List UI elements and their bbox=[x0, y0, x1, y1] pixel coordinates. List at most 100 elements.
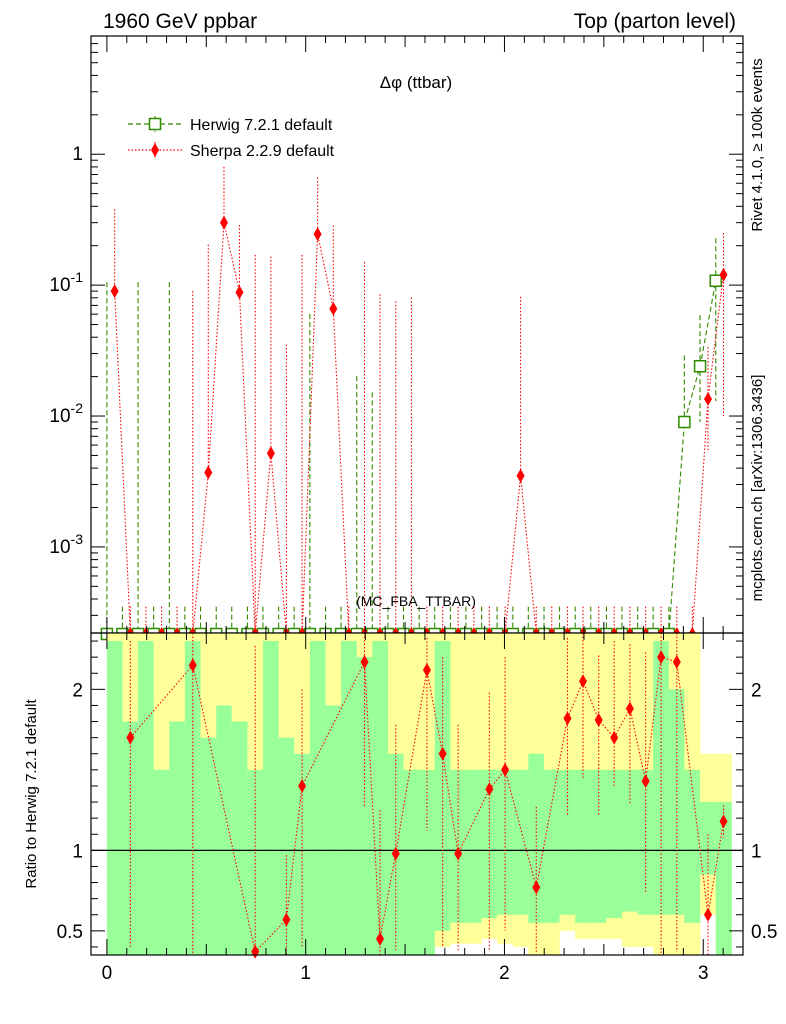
ratio-y-tick-label-right: 2 bbox=[751, 680, 762, 701]
ratio-band-green bbox=[278, 737, 295, 955]
ratio-band-green bbox=[512, 769, 529, 915]
legend-sherpa-label: Sherpa 2.2.9 default bbox=[190, 143, 335, 160]
main-y-tick-label: 10-3 bbox=[49, 531, 83, 558]
ratio-band-green bbox=[309, 641, 326, 955]
ratio-band-green bbox=[216, 705, 233, 955]
main-title: Δφ (ttbar) bbox=[380, 73, 452, 92]
ratio-axis-ticks: 0.5 0.5 1 1 2 2 0 1 2 3 bbox=[57, 633, 777, 984]
main-panel: 110-110-210-3 Δφ (ttbar) (MC_FBA_TTBAR) … bbox=[49, 35, 744, 641]
sherpa-ratio-point bbox=[126, 730, 135, 745]
sherpa-ratio-point bbox=[454, 846, 463, 861]
ratio-band-green bbox=[138, 641, 154, 955]
main-series-layer bbox=[100, 166, 728, 641]
sherpa-ratio-point bbox=[360, 654, 369, 669]
ratio-band-green bbox=[544, 769, 560, 923]
ratio-band-green bbox=[559, 769, 576, 915]
sherpa-ratio-point bbox=[282, 912, 291, 927]
header-right: Top (parton level) bbox=[574, 10, 736, 33]
ratio-band-green bbox=[403, 769, 420, 955]
ratio-band-green bbox=[497, 769, 514, 915]
main-y-tick-label: 1 bbox=[72, 144, 83, 165]
ratio-y-tick-label-left: 2 bbox=[72, 680, 83, 701]
sherpa-ratio-point bbox=[376, 931, 385, 946]
ratio-band-green bbox=[247, 769, 264, 955]
ratio-series-layer bbox=[126, 633, 728, 959]
ratio-band-green bbox=[106, 641, 123, 955]
sherpa-ratio-point bbox=[594, 712, 603, 727]
sherpa-point bbox=[313, 227, 322, 242]
ratio-band-green bbox=[590, 769, 607, 923]
ratio-band-green bbox=[450, 769, 467, 923]
herwig-point bbox=[678, 415, 691, 429]
sherpa-ratio-point bbox=[578, 674, 587, 689]
sherpa-point bbox=[235, 285, 244, 300]
sherpa-ratio-point bbox=[532, 880, 541, 895]
ratio-band-green bbox=[231, 721, 248, 955]
herwig-point bbox=[693, 359, 707, 373]
legend-sherpa: Sherpa 2.2.9 default bbox=[128, 142, 335, 160]
x-tick-label: 3 bbox=[698, 963, 709, 984]
ratio-band-green bbox=[341, 641, 358, 955]
main-y-tick-label: 10-2 bbox=[49, 400, 83, 427]
sherpa-ratio-point bbox=[610, 730, 619, 745]
sherpa-ratio-point bbox=[485, 782, 494, 797]
herwig-point bbox=[709, 274, 723, 287]
sherpa-ratio-point bbox=[563, 711, 572, 726]
ratio-band-green bbox=[684, 769, 701, 923]
sherpa-ratio-point bbox=[657, 650, 666, 665]
ratio-band-green bbox=[528, 753, 545, 923]
watermark: (MC_FBA_TTBAR) bbox=[356, 593, 476, 609]
ratio-band-green bbox=[200, 737, 217, 955]
sherpa-point bbox=[110, 284, 119, 299]
sherpa-point bbox=[704, 391, 713, 406]
sherpa-point bbox=[219, 215, 228, 230]
rivet-label: Rivet 4.1.0, ≥ 100k events bbox=[749, 58, 766, 231]
x-tick-label: 2 bbox=[499, 963, 510, 984]
legend-herwig-label: Herwig 7.2.1 default bbox=[190, 117, 333, 134]
sherpa-point bbox=[204, 465, 213, 480]
header-left: 1960 GeV ppbar bbox=[103, 10, 257, 33]
x-tick-label: 0 bbox=[102, 963, 113, 984]
sherpa-ratio-point bbox=[625, 701, 634, 716]
ratio-band-green bbox=[575, 769, 592, 923]
main-y-tick-label: 10-1 bbox=[49, 269, 83, 296]
ratio-y-tick-label-left: 0.5 bbox=[57, 922, 83, 943]
ratio-bands-layer bbox=[106, 633, 732, 955]
ratio-band-green bbox=[169, 721, 186, 955]
legend-herwig: Herwig 7.2.1 default bbox=[128, 116, 333, 134]
ratio-y-tick-label-right: 1 bbox=[751, 841, 762, 862]
ratio-band-green bbox=[715, 802, 732, 955]
ratio-band-green bbox=[325, 705, 342, 955]
sherpa-series-line bbox=[114, 222, 725, 635]
ratio-band-green bbox=[621, 769, 638, 912]
legend: Herwig 7.2.1 default Sherpa 2.2.9 defaul… bbox=[128, 116, 335, 160]
ratio-band-green bbox=[262, 641, 279, 955]
ratio-band-green bbox=[465, 769, 482, 923]
mcplots-label: mcplots.cern.ch [arXiv:1306.3436] bbox=[749, 375, 766, 602]
ratio-band-green bbox=[419, 769, 435, 955]
sherpa-point bbox=[266, 446, 275, 461]
sherpa-ratio-point bbox=[422, 663, 431, 678]
sherpa-ratio-point bbox=[501, 762, 510, 777]
ratio-frame bbox=[90, 632, 744, 956]
sherpa-ratio-point bbox=[298, 778, 307, 793]
sherpa-ratio-point bbox=[391, 846, 400, 861]
sherpa-ratio-point bbox=[438, 746, 447, 761]
sherpa-point bbox=[719, 267, 728, 282]
ratio-y-tick-label-left: 1 bbox=[72, 841, 83, 862]
sherpa-ratio-point bbox=[704, 907, 713, 922]
x-tick-label: 1 bbox=[300, 963, 311, 984]
ratio-panel: 0.5 0.5 1 1 2 2 0 1 2 3 Ratio to Herwig 7.2.1 def… bbox=[23, 632, 777, 984]
ratio-ylabel: Ratio to Herwig 7.2.1 default bbox=[23, 699, 40, 889]
ratio-band-green bbox=[606, 769, 623, 918]
sherpa-ratio-point bbox=[188, 658, 197, 673]
main-frame bbox=[90, 35, 744, 634]
ratio-band-green bbox=[434, 641, 451, 931]
sherpa-ratio-point bbox=[641, 774, 650, 789]
sherpa-point bbox=[516, 468, 525, 483]
sherpa-point bbox=[329, 301, 338, 316]
sherpa-ratio-point bbox=[719, 814, 728, 829]
ratio-band-green bbox=[153, 769, 170, 955]
sherpa-ratio-point bbox=[672, 654, 681, 669]
